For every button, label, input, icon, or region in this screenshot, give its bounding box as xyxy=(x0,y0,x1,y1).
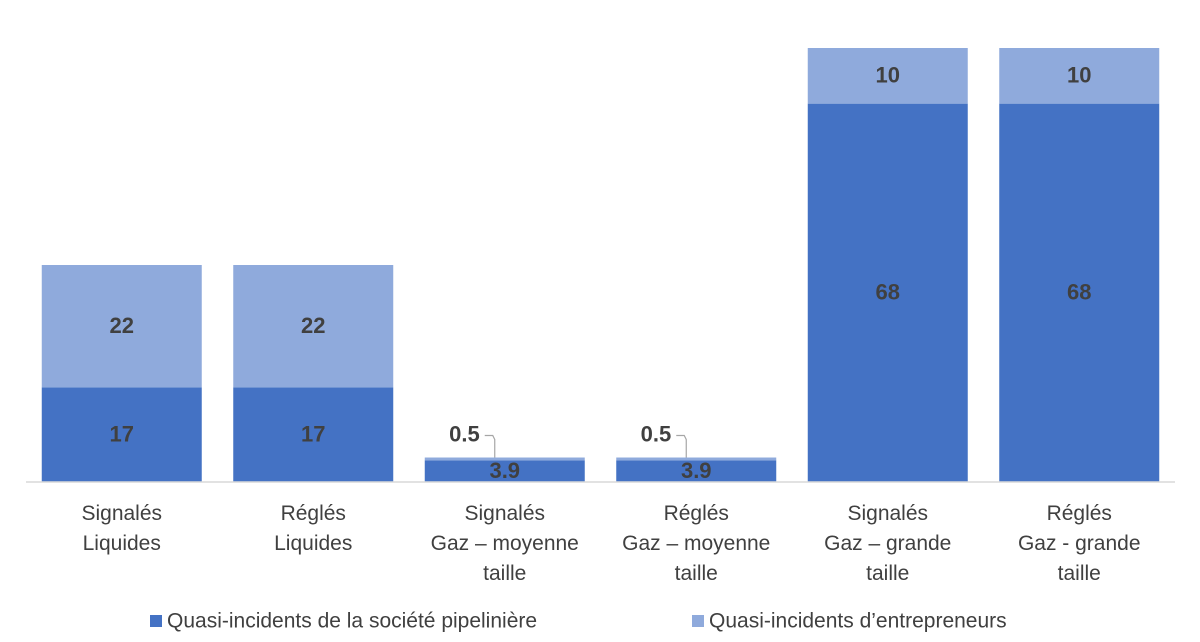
bar-segment xyxy=(424,460,585,482)
data-label: 22 xyxy=(301,313,325,338)
x-tick-label: Signalés Liquides xyxy=(81,502,162,555)
leader-line xyxy=(484,434,496,458)
data-label: 68 xyxy=(876,280,900,305)
x-tick-line: Signalés xyxy=(464,502,545,525)
x-tick-line: taille xyxy=(866,562,909,585)
bar-segment xyxy=(616,457,777,461)
bar-segment xyxy=(233,387,394,482)
data-label: 3.9 xyxy=(681,458,712,483)
x-tick-line: Liquides xyxy=(83,532,161,555)
data-label: 17 xyxy=(110,422,134,447)
x-tick-line: Signalés xyxy=(81,502,162,525)
x-tick-line: Gaz – moyenne xyxy=(431,532,579,555)
x-tick-line: Gaz – grande xyxy=(824,532,951,555)
leader-line xyxy=(676,434,687,458)
bar-segment xyxy=(424,457,585,461)
x-tick-line: Réglés xyxy=(281,502,346,525)
bar-segment xyxy=(233,265,394,388)
data-label: 10 xyxy=(1067,63,1091,88)
x-tick-label: Signalés Gaz – moyenne taille xyxy=(431,502,579,585)
data-label: 3.9 xyxy=(489,458,520,483)
data-label: 68 xyxy=(1067,280,1091,305)
x-tick-line: taille xyxy=(675,562,718,585)
x-tick-label: Réglés Gaz - grande taille xyxy=(1018,502,1141,585)
data-label: 0.5 xyxy=(641,421,672,446)
legend-swatch xyxy=(150,615,162,627)
x-tick-line: Gaz - grande xyxy=(1018,532,1141,555)
bar-segment xyxy=(999,48,1160,104)
legend-label: Quasi-incidents d’entrepreneurs xyxy=(709,610,1007,633)
x-tick-line: taille xyxy=(1058,562,1101,585)
data-label: 22 xyxy=(110,313,134,338)
x-tick-label: Signalés Gaz – grande taille xyxy=(824,502,951,585)
legend-label: Quasi-incidents de la société pipelinièr… xyxy=(167,610,537,633)
legend-swatch xyxy=(692,615,704,627)
x-tick-line: Gaz – moyenne xyxy=(622,532,770,555)
data-label: 0.5 xyxy=(449,421,480,446)
x-tick-line: Signalés xyxy=(847,502,928,525)
bar-segment xyxy=(616,460,777,482)
x-tick-line: Liquides xyxy=(274,532,352,555)
data-label: 10 xyxy=(876,63,900,88)
bar-segment xyxy=(999,103,1160,483)
bar-segment xyxy=(41,265,202,388)
x-tick-line: taille xyxy=(483,562,526,585)
x-tick-label: Réglés Gaz – moyenne taille xyxy=(622,502,770,585)
bar-segment xyxy=(807,103,968,483)
bar-segment xyxy=(41,387,202,482)
data-label: 17 xyxy=(301,422,325,447)
x-tick-line: Réglés xyxy=(1047,502,1112,525)
bar-segment xyxy=(807,48,968,104)
x-tick-line: Réglés xyxy=(664,502,729,525)
x-tick-label: Réglés Liquides xyxy=(274,502,352,555)
